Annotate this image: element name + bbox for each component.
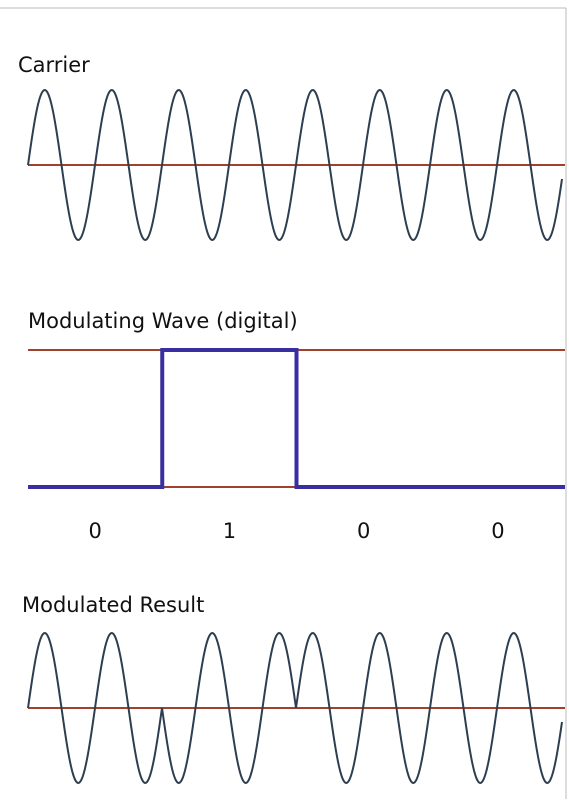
result-title: Modulated Result <box>22 593 204 617</box>
carrier-title: Carrier <box>18 53 90 77</box>
modulated-wave <box>27 631 563 785</box>
bit-label: 0 <box>88 519 101 543</box>
bit-label: 1 <box>223 519 236 543</box>
bit-label: 0 <box>357 519 370 543</box>
bit-label: 0 <box>491 519 504 543</box>
square-wave <box>28 348 565 489</box>
bit-labels: 0 1 0 0 <box>88 519 504 543</box>
modulating-title: Modulating Wave (digital) <box>28 309 298 333</box>
carrier-wave <box>27 88 563 242</box>
